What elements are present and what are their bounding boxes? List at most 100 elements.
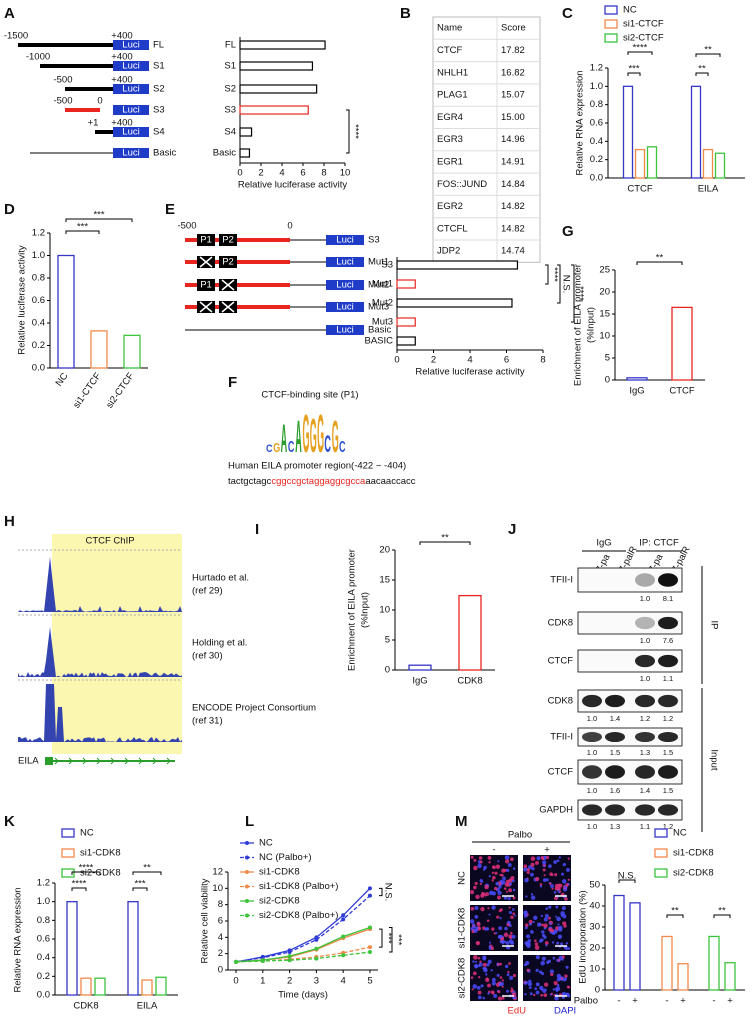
bar — [239, 148, 251, 158]
x-tick-label: 8 — [321, 168, 326, 179]
significance-bracket — [71, 887, 87, 891]
nucleus — [494, 871, 498, 875]
nucleus — [479, 860, 483, 864]
nucleus — [508, 924, 512, 928]
y-tick-label: 5 — [605, 353, 610, 364]
band — [658, 573, 678, 587]
nucleus — [470, 906, 475, 911]
y-tick-label: S2 — [224, 84, 236, 95]
legend-label: NC — [623, 5, 637, 16]
band — [635, 654, 655, 668]
nucleus — [505, 890, 509, 893]
y-tick-label: 0.2 — [590, 154, 603, 165]
luci-label: Luci — [336, 235, 353, 246]
nucleus — [471, 988, 474, 991]
x-tick-label: - — [712, 996, 715, 1007]
nucleus — [564, 977, 567, 980]
panel-label: J — [508, 521, 516, 538]
y-tick-label: 0.0 — [590, 173, 603, 184]
table-cell: CTCF — [437, 45, 463, 56]
mutated-site — [221, 301, 235, 313]
panel-label: E — [165, 201, 175, 218]
significance-bracket — [571, 264, 575, 323]
y-tick-label: 1.0 — [590, 81, 603, 92]
x-tick-label: 2 — [287, 976, 292, 987]
nucleus — [503, 895, 508, 900]
start-label: -500 — [177, 221, 196, 232]
nucleus — [523, 867, 528, 872]
nucleus — [557, 923, 560, 926]
legend-label: si2-CDK8 — [259, 896, 300, 907]
panel-label: H — [4, 513, 15, 530]
luci-box — [113, 84, 149, 94]
y-axis-label: (%Input) — [360, 592, 371, 628]
significance-label: ** — [143, 863, 151, 874]
table-header: Score — [501, 23, 526, 34]
band — [635, 804, 655, 816]
legend-label: NC (Palbo+) — [259, 852, 312, 863]
x-tick-label: NC — [54, 371, 71, 389]
significance-bracket — [65, 218, 133, 222]
series-line — [235, 887, 371, 963]
nucleus — [543, 874, 546, 877]
significance-bracket — [627, 51, 653, 55]
y-tick-label: FL — [225, 40, 236, 51]
nucleus — [500, 873, 504, 877]
site-label: P2 — [222, 235, 234, 246]
nucleus — [556, 977, 561, 982]
significance-label: **** — [349, 124, 360, 139]
nucleus — [499, 908, 503, 912]
significance-label: **** — [72, 879, 87, 890]
significance-bracket — [379, 887, 383, 897]
x-tick-label: 8 — [540, 355, 545, 366]
nucleus — [495, 931, 498, 935]
nucleus — [510, 875, 515, 881]
quant-label: 1.0 — [640, 594, 650, 603]
region-label: Human EILA promoter region(-422 ~ -404) — [228, 461, 406, 472]
quant-label: 1.0 — [587, 822, 597, 831]
nucleus — [545, 907, 549, 910]
nucleus — [553, 981, 558, 986]
nucleus — [508, 910, 513, 915]
x-tick-label: 6 — [300, 168, 305, 179]
construct-name: S3 — [368, 235, 380, 246]
nucleus — [490, 969, 493, 972]
point — [287, 950, 292, 955]
nucleus — [530, 862, 535, 867]
site-label: P1 — [200, 280, 212, 291]
nucleus — [503, 932, 509, 938]
bar — [239, 84, 318, 94]
nucleus — [564, 897, 568, 901]
nucleus — [532, 921, 535, 924]
nucleus — [527, 981, 533, 987]
quant-label: 1.0 — [640, 674, 650, 683]
nucleus — [470, 976, 474, 979]
nucleus — [507, 970, 510, 974]
row-label: si1-CDK8 — [457, 908, 468, 949]
quant-label: 1.5 — [610, 748, 620, 757]
nucleus — [486, 963, 490, 967]
luci-box — [113, 105, 149, 115]
nucleus — [552, 956, 556, 960]
y-axis-label: EdU incorporation (%) — [578, 890, 589, 983]
nucleus — [557, 934, 563, 939]
x-tick-label: 2 — [431, 355, 436, 366]
nucleus — [556, 941, 560, 945]
y-axis-label: Relative RNA expression — [575, 70, 586, 175]
bar — [123, 334, 141, 369]
nucleus — [542, 860, 547, 865]
nucleus — [478, 964, 481, 968]
x-tick-label: si1-CTCF — [71, 371, 103, 411]
nucleus — [543, 917, 548, 922]
y-tick-label: 0.6 — [590, 118, 603, 129]
y-tick-label: 4 — [218, 932, 223, 943]
nucleus — [542, 868, 546, 872]
luci-label: Luci — [122, 40, 139, 51]
legend-swatch — [61, 828, 75, 838]
x-tick-label: 4 — [279, 168, 284, 179]
quant-label: 1.0 — [640, 636, 650, 645]
luci-box — [113, 148, 149, 158]
nucleus — [487, 992, 490, 995]
nucleus — [534, 860, 539, 865]
